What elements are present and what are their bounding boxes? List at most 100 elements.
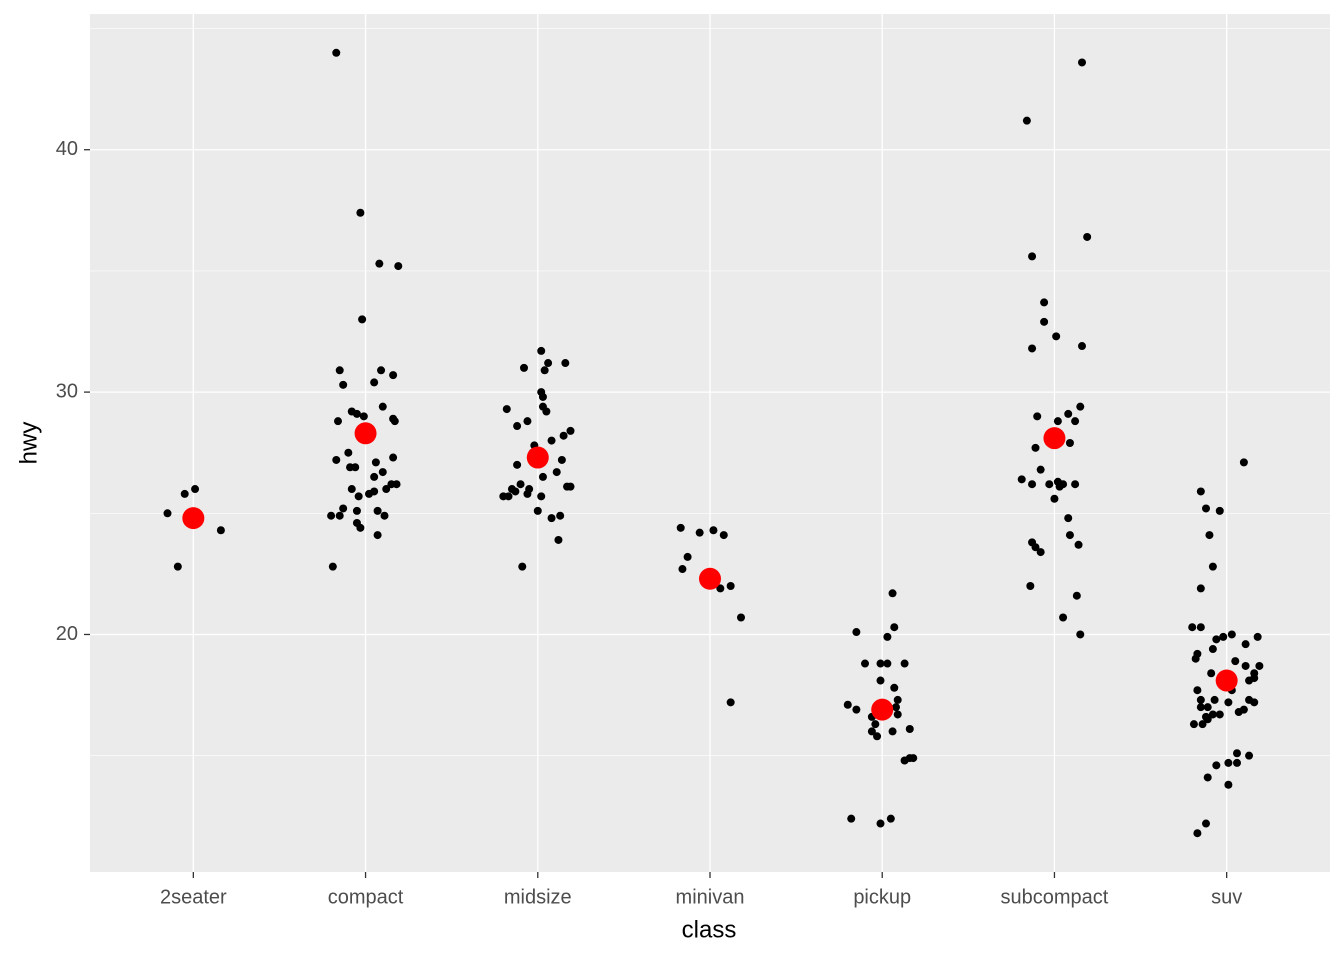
x-tick-label: pickup [853,886,911,908]
data-point [566,482,575,491]
data-point [695,528,704,537]
data-point [1255,661,1264,670]
data-point [332,455,341,464]
data-point [1188,623,1197,632]
data-point [537,492,546,501]
data-point [335,366,344,375]
data-point [356,208,365,217]
data-point [347,485,356,494]
data-point [1055,482,1064,491]
data-point [502,405,511,414]
data-point [1215,710,1224,719]
data-point [1239,705,1248,714]
data-point [352,506,361,515]
data-point [890,683,899,692]
data-point [373,506,382,515]
data-point [1215,506,1224,515]
data-point [1071,480,1080,489]
data-point [709,526,718,535]
data-point [1210,695,1219,704]
data-point [1040,298,1049,307]
data-point [370,378,379,387]
x-tick-label: 2seater [160,886,227,908]
data-point [1074,540,1083,549]
data-point [1196,623,1205,632]
mean-point [526,446,549,469]
data-point [1207,669,1216,678]
data-point [900,659,909,668]
data-point [886,814,895,823]
x-tick-label: minivan [676,886,745,908]
data-point [1198,720,1207,729]
y-axis-title: hwy [15,422,42,465]
y-tick-label: 40 [56,138,78,160]
data-point [890,623,899,632]
data-point [523,417,532,426]
data-point [513,460,522,469]
data-point [566,426,575,435]
data-point [556,511,565,520]
data-point [683,552,692,561]
data-point [382,485,391,494]
data-point [1250,674,1259,683]
data-point [676,523,685,532]
data-point [394,262,403,271]
data-point [547,436,556,445]
data-point [1253,632,1262,641]
data-point [737,613,745,622]
mean-point [182,507,205,530]
mean-point [1215,669,1238,692]
data-point [893,695,902,704]
data-point [1045,480,1054,489]
data-point [678,565,687,574]
data-point [1031,443,1040,452]
data-point [344,448,353,457]
data-point [1203,773,1212,782]
data-point [871,720,880,729]
data-point [876,659,885,668]
data-point [1208,710,1217,719]
data-point [1233,749,1241,758]
data-point [1022,116,1031,125]
data-point [1031,543,1040,552]
data-point [1065,531,1074,540]
data-point [533,506,542,515]
data-point [1017,475,1026,484]
data-point [1245,751,1254,760]
data-point [852,628,861,637]
data-point [1250,698,1259,707]
data-point [380,511,389,520]
data-point [1208,645,1217,654]
data-point [873,732,882,741]
data-point [537,346,546,355]
data-point [1076,402,1085,411]
data-point [1050,494,1059,503]
data-point [876,676,885,685]
data-point [1036,548,1045,557]
data-point [378,468,387,477]
data-point [726,698,735,707]
data-point [356,523,365,532]
data-point [1083,232,1092,241]
data-point [1196,703,1205,712]
data-point [332,48,341,57]
x-tick-label: compact [328,886,404,908]
data-point [538,472,547,481]
data-point [351,463,360,472]
data-point [847,814,856,823]
data-point [1072,591,1081,600]
data-point [335,511,344,520]
data-point [1064,409,1073,418]
data-point [1052,332,1061,341]
data-point [1231,657,1240,666]
data-point [328,562,337,571]
data-point [867,727,876,736]
data-point [1212,761,1221,770]
data-point [909,754,918,763]
data-point [359,412,368,421]
data-point [216,526,225,535]
data-point [1202,819,1210,828]
x-tick-label: subcompact [1001,886,1109,908]
mean-point [1043,427,1066,450]
data-point [1064,514,1073,523]
